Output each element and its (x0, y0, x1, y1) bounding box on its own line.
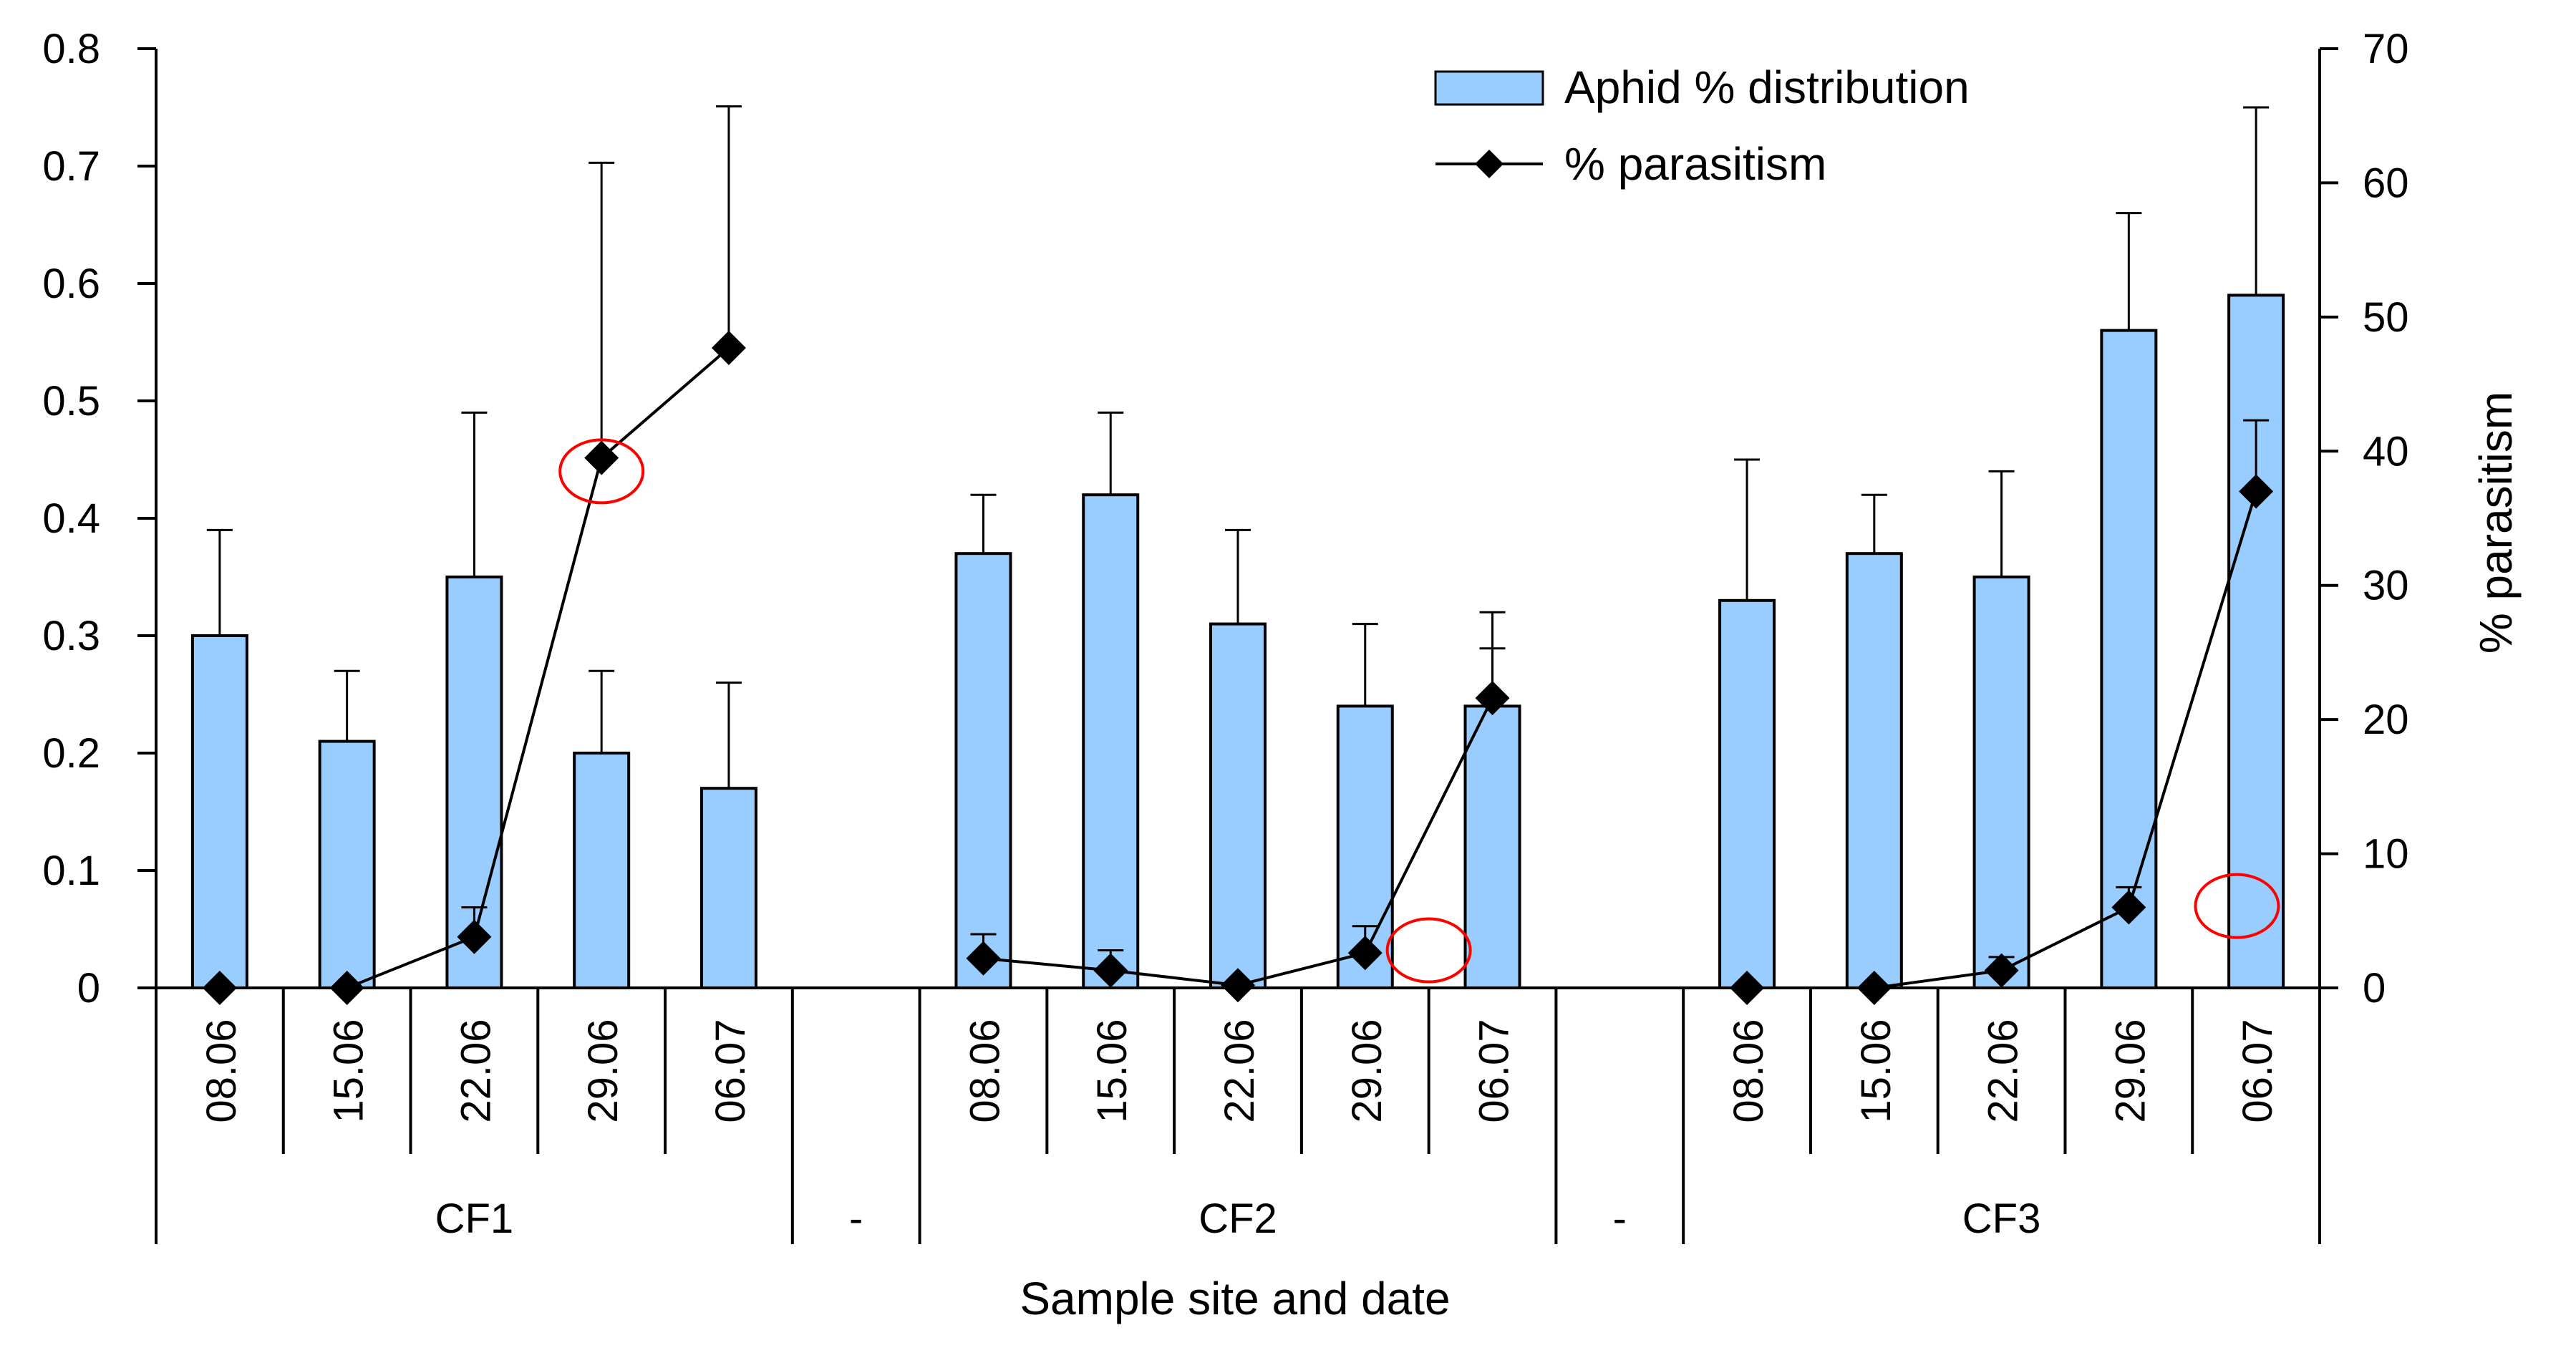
bar (699, 787, 757, 989)
y-right-tick-label: 0 (2363, 965, 2386, 1012)
y-left-tick-label: 0.3 (42, 613, 100, 659)
annotation-circle (2194, 873, 2280, 939)
x-tick-label: 06.07 (707, 1019, 754, 1122)
x-tick-label: 22.06 (452, 1019, 499, 1122)
x-tick-label: 06.07 (2234, 1019, 2281, 1122)
bar (1845, 552, 1903, 989)
y-right-tick-label: 60 (2363, 160, 2409, 206)
y-left-tick-label: 0.6 (42, 261, 100, 307)
bar (2227, 294, 2285, 989)
annotation-circle (558, 438, 645, 505)
x-tick-label: 15.06 (326, 1019, 372, 1122)
parasitism-marker (329, 971, 364, 1005)
y-right-tick-label: 10 (2363, 831, 2409, 878)
group-label: - (849, 1195, 863, 1242)
annotation-layer (558, 438, 2280, 984)
x-tick-label: 22.06 (1980, 1019, 2027, 1122)
line-layer (202, 330, 2274, 1005)
y-right-axis-title: % parasitism (2470, 392, 2522, 654)
x-tick-label: 08.06 (962, 1019, 1008, 1122)
legend: Aphid % distribution % parasitism (1434, 62, 1970, 190)
x-tick-label: 15.06 (1089, 1019, 1136, 1122)
group-label: CF2 (1199, 1195, 1277, 1242)
bar (573, 752, 631, 989)
parasitism-marker (1221, 968, 1255, 1003)
labels-layer: 0 0.1 0.2 0.3 0.4 0.5 0.6 0.7 0.8 0 10 20 30 40 50 60 70… (42, 26, 2522, 1324)
group-label: - (1613, 1195, 1627, 1242)
legend-line-label: % parasitism (1564, 138, 1826, 190)
parasitism-marker (1984, 953, 2019, 988)
bar (1972, 576, 2030, 989)
parasitism-marker (1856, 971, 1892, 1005)
parasitism-marker (584, 440, 619, 475)
parasitism-marker (1730, 971, 1765, 1005)
y-right-tick-label: 20 (2363, 697, 2409, 743)
bar (190, 634, 248, 989)
y-left-tick-label: 0.5 (42, 378, 100, 425)
y-right-tick-label: 70 (2363, 26, 2409, 72)
bar (1209, 622, 1267, 989)
parasitism-marker (966, 941, 1001, 976)
x-tick-label: 29.06 (580, 1019, 626, 1122)
legend-bar-swatch (1434, 70, 1544, 106)
parasitism-marker (711, 330, 746, 365)
y-left-tick-label: 0.1 (42, 848, 100, 894)
y-right-tick-label: 30 (2363, 563, 2409, 609)
parasitism-marker (457, 919, 492, 954)
y-left-tick-label: 0.8 (42, 26, 100, 72)
parasitism-marker (1347, 936, 1383, 971)
parasitism-marker (1475, 681, 1510, 716)
x-tick-label: 08.06 (198, 1019, 245, 1122)
group-label: CF3 (1962, 1195, 2041, 1242)
y-left-tick-label: 0.4 (42, 495, 100, 542)
x-tick-label: 15.06 (1853, 1019, 1899, 1122)
parasitism-marker (2239, 474, 2274, 509)
legend-line-marker (1475, 150, 1504, 178)
bar (2100, 329, 2158, 990)
y-right-tick-label: 40 (2363, 428, 2409, 475)
bar (1082, 493, 1140, 989)
y-left-tick-label: 0.2 (42, 730, 100, 777)
bar (1718, 598, 1776, 989)
parasitism-marker (2111, 890, 2146, 925)
bar (954, 552, 1012, 989)
y-left-tick-label: 0.7 (42, 143, 100, 190)
legend-bar-label: Aphid % distribution (1564, 62, 1970, 113)
y-right-tick-label: 50 (2363, 294, 2409, 341)
x-tick-label: 29.06 (1344, 1019, 1390, 1122)
x-tick-label: 08.06 (1725, 1019, 1772, 1122)
parasitism-marker (1093, 953, 1128, 988)
x-tick-label: 22.06 (1216, 1019, 1263, 1122)
x-tick-label: 06.07 (1471, 1019, 1518, 1122)
annotation-circle (1385, 917, 1472, 984)
parasitism-marker (202, 971, 237, 1005)
bars-layer (190, 294, 2285, 990)
y-left-tick-label: 0 (77, 965, 100, 1012)
x-tick-label: 29.06 (2107, 1019, 2154, 1122)
bar-error-layer (206, 106, 2270, 789)
bar (318, 739, 376, 989)
group-label: CF1 (435, 1195, 514, 1242)
bar (1463, 704, 1521, 990)
x-axis-title: Sample site and date (1020, 1273, 1450, 1324)
